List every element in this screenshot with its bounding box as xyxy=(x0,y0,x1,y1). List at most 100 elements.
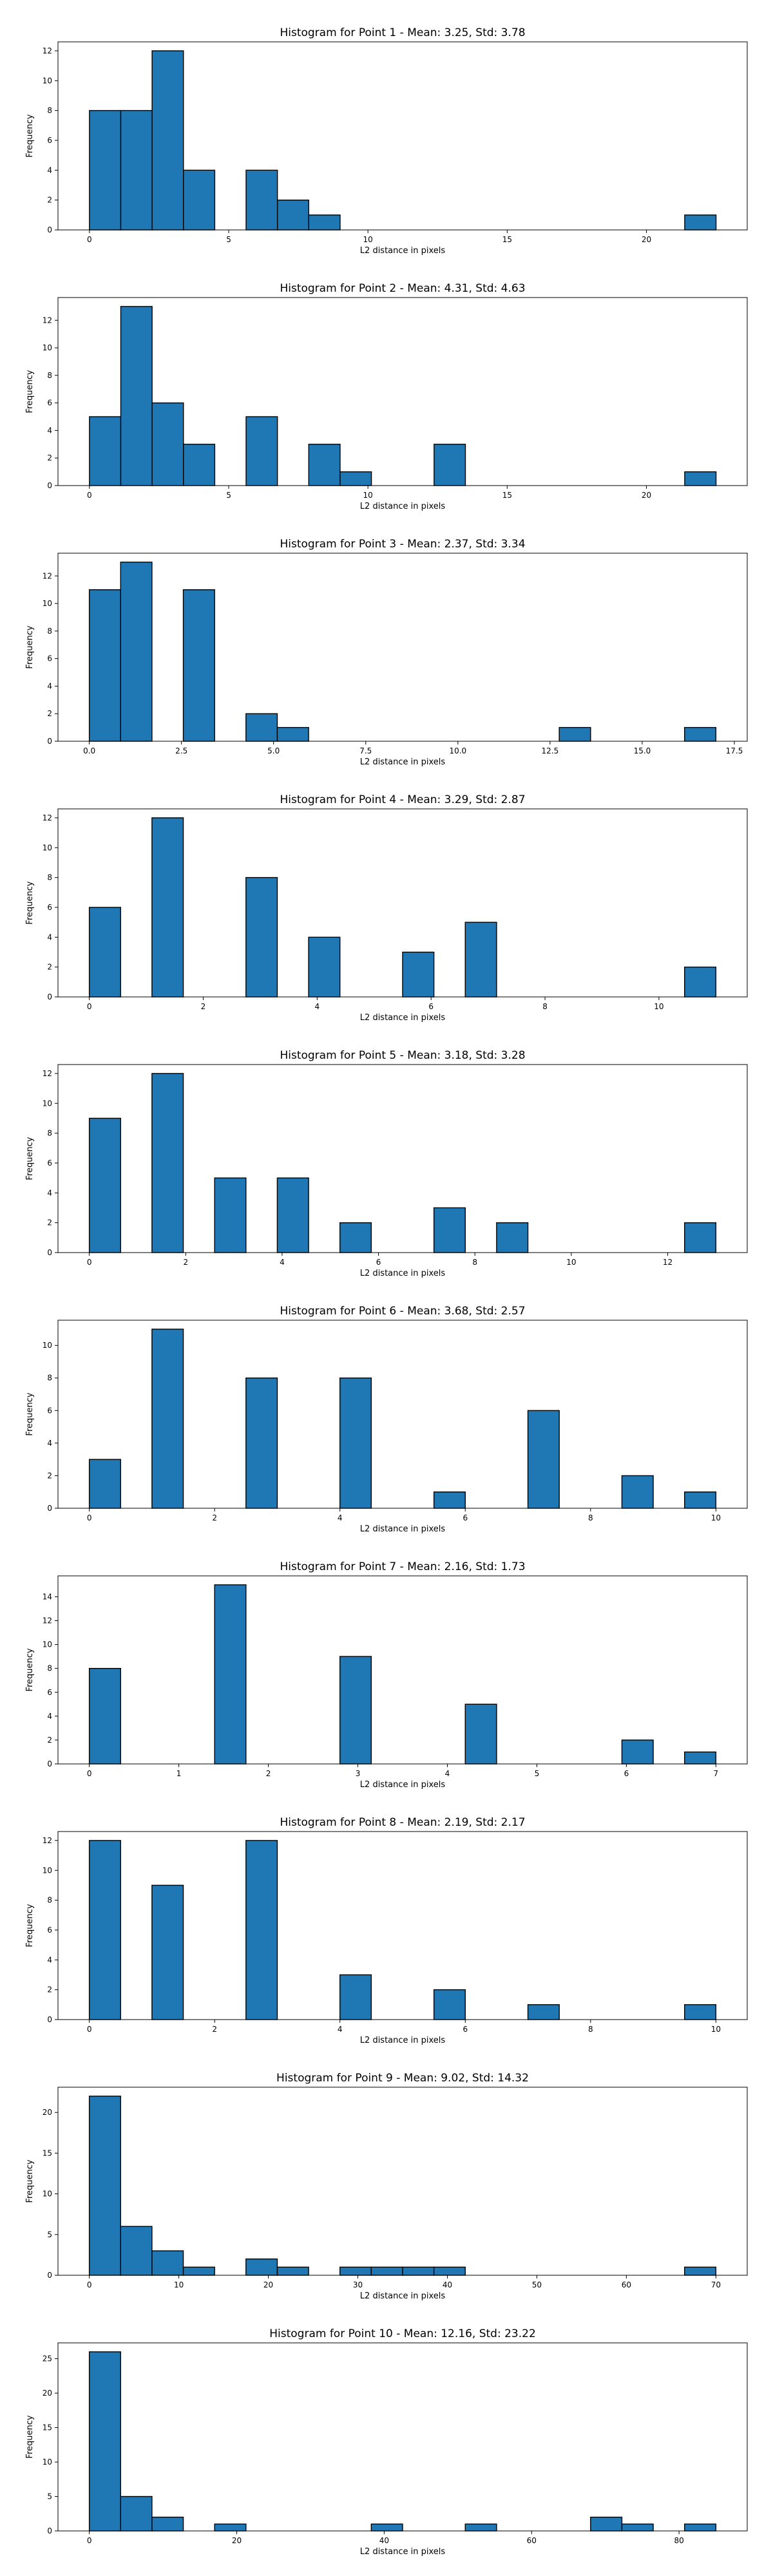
chart-title: Histogram for Point 8 - Mean: 2.19, Std:… xyxy=(280,1816,525,1829)
y-tick-label: 12 xyxy=(43,1616,52,1625)
histogram-panel-2: Histogram for Point 2 - Mean: 4.31, Std:… xyxy=(25,282,748,511)
x-tick-label: 2 xyxy=(212,2025,217,2034)
axes-frame xyxy=(57,808,748,998)
histogram-bar xyxy=(339,1222,372,1253)
x-tick-label: 20 xyxy=(642,491,651,500)
y-tick-label: 8 xyxy=(47,1374,52,1383)
x-tick-label: 15.0 xyxy=(634,746,651,755)
x-tick-label: 5.0 xyxy=(267,746,280,755)
x-axis-label: L2 distance in pixels xyxy=(360,1269,446,1278)
y-tick-label: 8 xyxy=(47,371,52,380)
histogram-panel-1: Histogram for Point 1 - Mean: 3.25, Std:… xyxy=(25,26,748,256)
y-tick-label: 2 xyxy=(47,1985,52,1994)
x-tick-label: 10.0 xyxy=(449,746,466,755)
histogram-bar xyxy=(464,922,497,998)
x-tick-label: 0 xyxy=(87,1002,92,1011)
histogram-bar xyxy=(183,444,216,486)
x-tick-label: 4 xyxy=(338,2025,343,2034)
axes-frame xyxy=(57,41,748,231)
y-tick-label: 12 xyxy=(43,46,52,55)
x-axis-label: L2 distance in pixels xyxy=(360,2291,446,2301)
x-tick-label: 0 xyxy=(87,1769,92,1778)
histogram-bar xyxy=(590,2516,623,2532)
histogram-panel-4: Histogram for Point 4 - Mean: 3.29, Std:… xyxy=(25,793,748,1023)
y-tick-label: 0 xyxy=(47,481,52,490)
histogram-bar xyxy=(245,169,278,231)
axes-frame xyxy=(57,1064,748,1253)
x-tick-label: 4 xyxy=(445,1769,450,1778)
x-tick-label: 4 xyxy=(315,1002,320,1011)
x-axis-label: L2 distance in pixels xyxy=(360,1013,446,1023)
histogram-bar xyxy=(245,1840,278,2020)
histogram-bar xyxy=(464,1703,497,1765)
x-tick-label: 5 xyxy=(226,235,231,244)
x-tick-label: 0 xyxy=(87,2025,92,2034)
histogram-panel-5: Histogram for Point 5 - Mean: 3.18, Std:… xyxy=(25,1049,748,1278)
x-tick-label: 10 xyxy=(711,1513,721,1522)
y-tick-label: 4 xyxy=(47,933,52,942)
histogram-bar xyxy=(433,2266,466,2276)
chart-title: Histogram for Point 9 - Mean: 9.02, Std:… xyxy=(276,2072,529,2085)
y-tick-label: 2 xyxy=(47,1218,52,1227)
histogram-bar xyxy=(120,2226,153,2276)
histogram-bar xyxy=(151,1073,184,1253)
x-tick-label: 10 xyxy=(363,491,373,500)
histogram-bar xyxy=(245,416,278,486)
histogram-bar xyxy=(308,444,341,486)
x-tick-label: 20 xyxy=(642,235,651,244)
histogram-bar xyxy=(684,966,717,998)
y-tick-label: 12 xyxy=(43,316,52,325)
histogram-bar xyxy=(214,2523,247,2532)
y-tick-label: 2 xyxy=(47,1471,52,1480)
axes-frame xyxy=(57,1831,748,2020)
y-tick-label: 4 xyxy=(47,1712,52,1721)
histogram-bar xyxy=(434,444,466,486)
histogram-panel-10: Histogram for Point 10 - Mean: 12.16, St… xyxy=(25,2327,748,2557)
histogram-bar xyxy=(308,936,341,998)
histogram-bar xyxy=(684,214,717,231)
histogram-bar xyxy=(120,2496,153,2532)
histogram-bar xyxy=(621,2523,654,2532)
y-tick-label: 10 xyxy=(43,1099,52,1108)
histogram-bar xyxy=(276,2266,309,2276)
y-tick-label: 6 xyxy=(47,1688,52,1697)
y-axis-label: Frequency xyxy=(25,1648,35,1691)
x-tick-label: 1 xyxy=(177,1769,182,1778)
chart-title: Histogram for Point 2 - Mean: 4.31, Std:… xyxy=(280,282,525,295)
histogram-bar xyxy=(684,726,717,742)
y-tick-label: 15 xyxy=(43,2423,52,2432)
x-tick-label: 10 xyxy=(711,2025,721,2034)
histogram-bar xyxy=(527,1410,560,1509)
x-tick-label: 50 xyxy=(532,2280,542,2289)
x-axis-label: L2 distance in pixels xyxy=(360,757,446,767)
y-tick-label: 0 xyxy=(47,737,52,746)
y-axis-label: Frequency xyxy=(25,625,35,668)
x-axis-label: L2 distance in pixels xyxy=(360,1524,446,1534)
histogram-bar xyxy=(183,169,216,231)
y-axis-label: Frequency xyxy=(25,1392,35,1435)
axes-frame xyxy=(57,1575,748,1765)
y-axis-label: Frequency xyxy=(25,881,35,924)
y-tick-label: 2 xyxy=(47,1736,52,1745)
y-tick-label: 15 xyxy=(43,2148,52,2157)
x-tick-label: 3 xyxy=(356,1769,361,1778)
y-tick-label: 0 xyxy=(47,1248,52,1257)
y-tick-label: 10 xyxy=(43,343,52,352)
x-tick-label: 0 xyxy=(87,491,92,500)
x-tick-label: 0 xyxy=(87,235,92,244)
y-tick-label: 8 xyxy=(47,627,52,636)
chart-title: Histogram for Point 1 - Mean: 3.25, Std:… xyxy=(280,26,525,39)
x-tick-label: 6 xyxy=(376,1258,381,1267)
y-tick-label: 4 xyxy=(47,681,52,690)
histogram-bar xyxy=(88,2351,121,2532)
axes-frame xyxy=(57,1320,748,1509)
x-tick-label: 5 xyxy=(535,1769,540,1778)
y-tick-label: 8 xyxy=(47,1896,52,1905)
y-tick-label: 4 xyxy=(47,1188,52,1197)
y-tick-label: 0 xyxy=(47,1504,52,1513)
y-axis-label: Frequency xyxy=(25,370,35,413)
x-tick-label: 60 xyxy=(622,2280,631,2289)
histogram-bar xyxy=(151,402,184,486)
histogram-bar xyxy=(88,2096,121,2276)
